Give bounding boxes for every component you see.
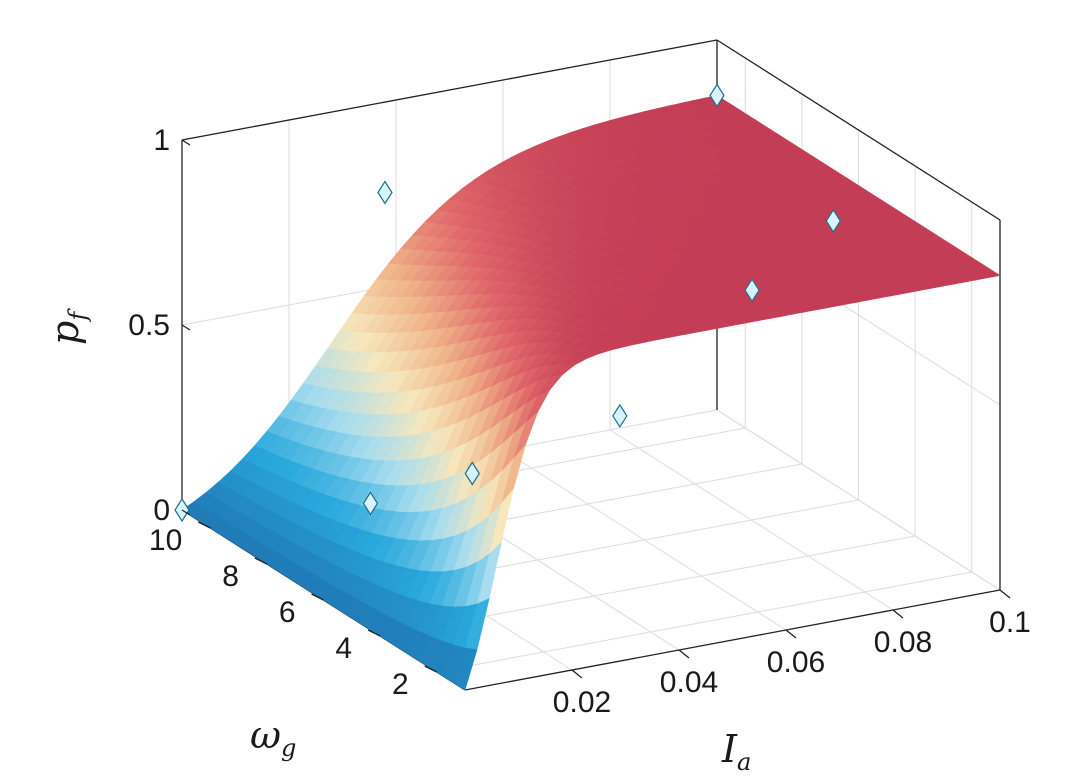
x-tick-label: 0.02 (553, 686, 611, 719)
x-tick-mark (785, 629, 797, 639)
box-edge (181, 39, 718, 141)
y-tick-mark (311, 593, 324, 601)
z-tick-mark (181, 139, 191, 146)
data-marker (744, 278, 760, 303)
z-tick-label: 0.5 (128, 309, 170, 342)
x-tick-label: 0.06 (767, 646, 825, 679)
surface-patch (975, 267, 1001, 279)
z-tick-label: 1 (153, 124, 170, 157)
x-tick-mark (678, 649, 690, 659)
tick-labels: 0 0.5 1 2 4 6 8 10 0.02 0.04 0.06 0.08 0.1 (128, 124, 1031, 719)
surface-mesh (181, 95, 1001, 691)
x-tick-mark (571, 669, 583, 679)
x-tick-label: 0.08 (874, 626, 932, 659)
y-tick-mark (367, 629, 381, 637)
y-tick-label: 8 (222, 560, 239, 593)
z-tick-label: 0 (153, 494, 170, 527)
box-edge (464, 589, 1001, 691)
y-tick-label: 2 (392, 668, 409, 701)
y-tick-label: 10 (149, 524, 182, 557)
data-marker (464, 461, 480, 486)
y-tick-label: 6 (279, 596, 296, 629)
x-axis-label: Ia (721, 727, 751, 776)
data-marker (377, 180, 393, 205)
z-tick-mark (181, 324, 191, 331)
x-tick-label: 0.1 (989, 606, 1031, 639)
z-tick-mark (181, 509, 191, 516)
data-marker (612, 403, 628, 429)
x-tick-label: 0.04 (660, 666, 718, 699)
floor-gridline (436, 571, 972, 673)
data-marker (362, 491, 379, 516)
y-tick-mark (254, 557, 268, 565)
y-tick-mark (198, 521, 211, 529)
data-marker (825, 208, 842, 234)
y-tick-mark (424, 665, 437, 673)
data-marker (709, 83, 725, 108)
x-tick-mark (999, 589, 1011, 599)
x-tick-mark (892, 609, 904, 619)
y-tick-label: 4 (335, 632, 352, 665)
z-axis-label: pf (43, 308, 92, 345)
box-edge (716, 39, 1001, 221)
y-axis-label: ωg (250, 713, 296, 762)
